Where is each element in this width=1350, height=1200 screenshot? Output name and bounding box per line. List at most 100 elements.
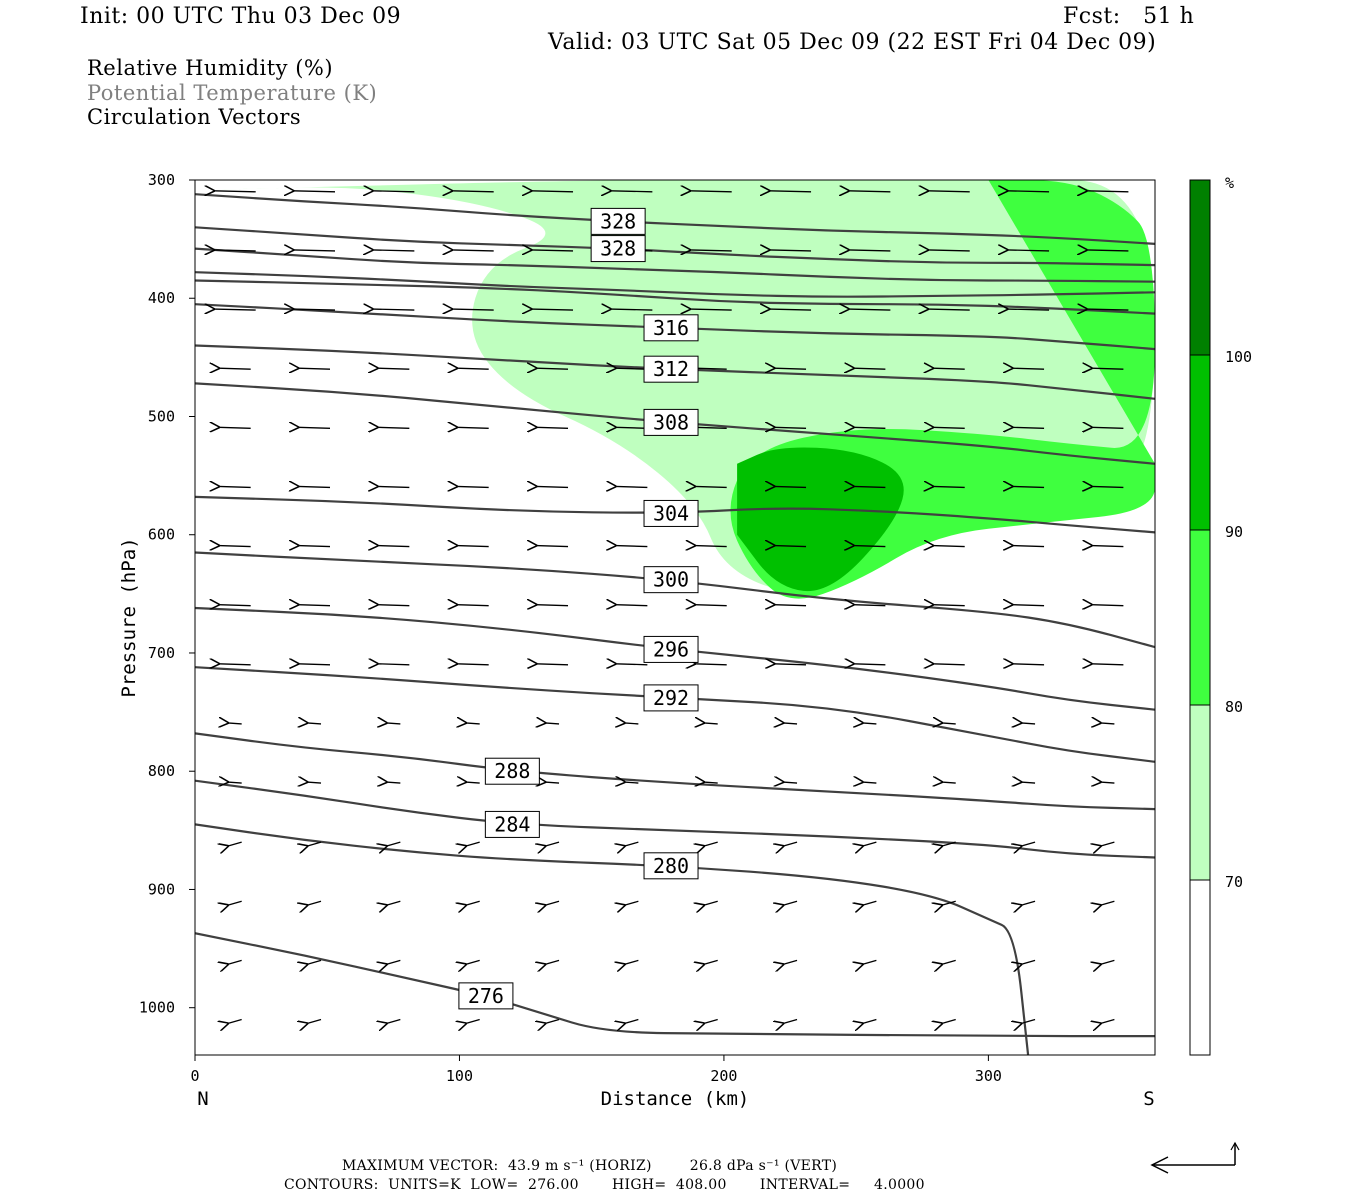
contour-label: 292 bbox=[653, 686, 689, 710]
vector-arrow bbox=[862, 841, 877, 846]
vector-arrow bbox=[690, 250, 732, 251]
contour-label: 308 bbox=[653, 410, 689, 434]
vector-arrow bbox=[783, 723, 798, 724]
theta-contour bbox=[195, 271, 1155, 298]
vector-arrow bbox=[704, 782, 718, 783]
contour-label: 312 bbox=[653, 357, 689, 381]
vector-arrow bbox=[1091, 368, 1124, 369]
contour-label: 316 bbox=[653, 316, 689, 340]
forecast-hour: Fcst: 51 h bbox=[1063, 4, 1195, 29]
vector-arrow bbox=[1021, 782, 1036, 783]
vector-arrow bbox=[615, 546, 648, 547]
vector-arrow bbox=[1086, 309, 1129, 310]
vector-arrow bbox=[377, 605, 410, 606]
contour-label: 280 bbox=[653, 854, 689, 878]
theta-contour bbox=[195, 779, 1155, 859]
vector-arrow bbox=[545, 841, 560, 846]
contour-label-box bbox=[643, 499, 699, 527]
vector-arrow bbox=[214, 250, 256, 251]
vector-arrow bbox=[624, 959, 639, 964]
vector-arrow bbox=[695, 486, 727, 487]
vector-arrow bbox=[377, 368, 410, 369]
rh-region-90 bbox=[737, 447, 904, 592]
vector-arrow bbox=[1091, 546, 1124, 547]
y-tick-label: 600 bbox=[148, 526, 175, 544]
contour-label: 300 bbox=[653, 568, 689, 592]
theta-contour bbox=[195, 279, 1155, 315]
vector-arrow bbox=[545, 900, 560, 905]
vector-arrow bbox=[774, 605, 807, 606]
vector-arrow bbox=[624, 1018, 639, 1024]
vector-arrow bbox=[1091, 486, 1124, 487]
contour-label-box bbox=[643, 314, 699, 342]
x-axis-label: Distance (km) bbox=[601, 1088, 750, 1110]
vector-arrow bbox=[372, 250, 415, 251]
vector-arrow bbox=[307, 900, 322, 905]
vector-arrow bbox=[307, 723, 322, 724]
vector-arrow bbox=[704, 900, 718, 905]
vector-arrow bbox=[307, 959, 322, 964]
vector-arrow bbox=[386, 841, 401, 846]
contour-label-box bbox=[484, 757, 540, 785]
contour-label-box bbox=[590, 235, 646, 263]
colorbar: 70 80 90 100% bbox=[1189, 174, 1252, 1056]
vector-arrow bbox=[293, 309, 336, 310]
vector-arrow bbox=[862, 723, 877, 724]
colorbar-label: 70 bbox=[1225, 873, 1243, 891]
contour-label-box bbox=[643, 566, 699, 594]
vector-arrow bbox=[1012, 486, 1045, 487]
vector-arrow bbox=[307, 782, 322, 783]
vector-arrow bbox=[536, 546, 569, 547]
vector-arrow bbox=[228, 959, 242, 964]
rh-shading bbox=[221, 180, 1155, 599]
vector-arrow bbox=[228, 841, 242, 846]
colorbar-unit: % bbox=[1225, 174, 1234, 192]
vector-arrow bbox=[615, 605, 648, 606]
colorbar-label: 100 bbox=[1225, 348, 1252, 366]
vector-arrow bbox=[933, 605, 965, 606]
vector-arrow bbox=[853, 605, 886, 606]
y-tick-label: 1000 bbox=[139, 999, 175, 1017]
vector-arrow bbox=[783, 841, 798, 846]
contour-label: 304 bbox=[653, 501, 689, 525]
vector-arrow bbox=[1021, 723, 1036, 724]
rh-region-70 bbox=[221, 180, 1155, 591]
vector-arrow bbox=[1091, 664, 1124, 665]
vector-arrow bbox=[769, 250, 812, 251]
x-tick-label: 200 bbox=[710, 1067, 737, 1085]
vector-arrow bbox=[853, 546, 886, 547]
vector-arrow bbox=[933, 486, 965, 487]
vector-arrow bbox=[228, 723, 242, 724]
vector-arrow bbox=[774, 427, 807, 428]
contour-label-box bbox=[590, 207, 646, 235]
contour-label-box bbox=[458, 982, 514, 1010]
vector-arrow bbox=[457, 368, 489, 369]
vector-arrow bbox=[466, 959, 480, 964]
vector-arrow bbox=[942, 782, 956, 783]
vector-arrow bbox=[848, 309, 891, 310]
vector-arrow bbox=[695, 664, 727, 665]
vector-arrow bbox=[214, 309, 256, 310]
vector-arrow bbox=[928, 309, 970, 310]
vector-arrow bbox=[862, 959, 877, 964]
vector-arrow bbox=[1007, 191, 1050, 192]
vector-arrow bbox=[615, 664, 648, 665]
vector-arrow bbox=[848, 250, 891, 251]
vector-arrow bbox=[298, 368, 331, 369]
vector-arrow bbox=[928, 191, 970, 192]
vector-arrow bbox=[1100, 782, 1115, 783]
vector-arrow bbox=[228, 900, 242, 905]
vector-arrow bbox=[545, 782, 560, 783]
vector-arrow bbox=[466, 900, 480, 905]
colorbar-segment bbox=[1189, 354, 1211, 531]
vector-arrow bbox=[1100, 723, 1115, 724]
theta-contour bbox=[195, 932, 1155, 1038]
vector-arrow bbox=[1012, 664, 1045, 665]
vector-arrow bbox=[942, 900, 956, 905]
vector-arrow bbox=[536, 368, 569, 369]
contour-label-box bbox=[643, 684, 699, 712]
vector-arrow bbox=[457, 605, 489, 606]
vector-arrow bbox=[1086, 250, 1129, 251]
contour-label-box bbox=[643, 355, 699, 383]
vector-arrow bbox=[452, 250, 494, 251]
